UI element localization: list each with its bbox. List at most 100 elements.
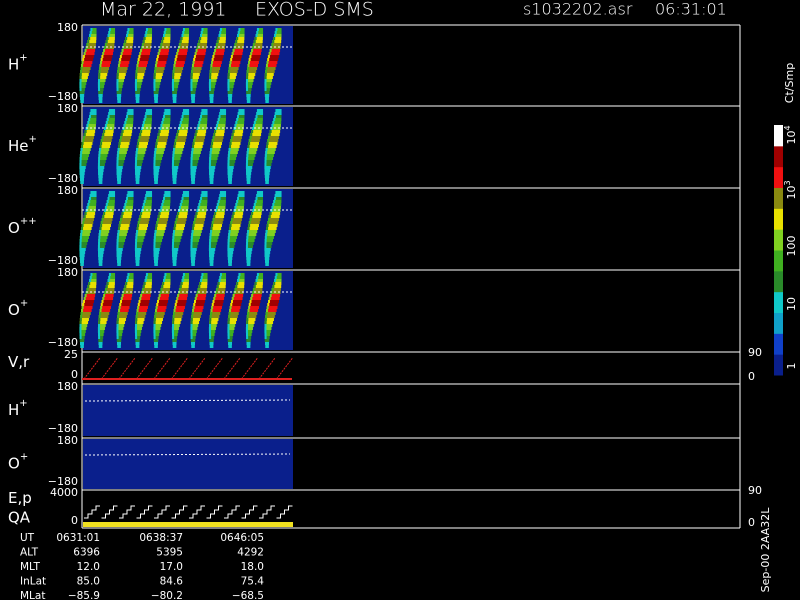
spectrogram-cell [209,336,212,339]
spectrogram-cell [267,300,279,303]
spectrogram-cell [229,142,232,145]
spectrogram-cell [97,251,104,254]
spectrogram-cell [116,166,123,169]
spectrogram-cell [97,166,105,169]
spectrogram-cell [208,330,211,333]
spectrogram-cell [90,28,97,31]
spectrogram-cell [141,43,152,46]
spectrogram-cell [247,309,250,312]
spectrogram-cell [172,324,180,327]
spectrogram-cell [181,197,184,200]
spectrogram-cell [172,321,175,324]
spectrogram-cell [228,148,231,151]
spectrogram-cell [154,67,157,70]
spectrogram-cell [138,218,150,221]
spectrogram-cell [246,73,256,76]
spectrogram-cell [141,124,152,127]
spectrogram-cell [264,88,267,91]
spectrogram-cell [99,145,102,148]
spectrogram-cell [163,112,171,115]
spectrogram-cell [160,124,163,127]
spectrogram-cell [253,40,256,43]
spectrogram-cell [237,115,240,118]
spectrogram-cell [235,285,245,288]
spectrogram-cell [81,224,93,227]
spectrogram-cell [97,245,100,248]
spectrogram-cell [272,285,282,288]
y-tick-label: 180 [57,266,78,279]
spectrogram-cell [84,212,87,215]
spectrogram-cell [190,163,193,166]
spectrogram-cell [190,79,199,82]
spectrogram-cell [139,215,142,218]
spectrogram-cell [103,49,114,52]
spectrogram-cell [158,212,161,215]
spectrogram-cell [107,197,110,200]
spectrogram-cell [210,230,221,233]
spectrogram-cell [126,279,134,282]
spectrogram-cell [135,236,138,239]
spectrogram-cell [209,181,214,184]
spectrogram-cell [102,297,105,300]
spectrogram-cell [100,221,103,224]
spectrogram-cell [190,321,193,324]
spectrogram-cell [117,64,129,67]
panel-label: E,p [8,489,32,507]
spectrogram-cell [199,118,202,121]
spectrogram-cell [126,197,129,200]
spectrogram-cell [251,49,262,52]
spectrogram-cell [108,112,116,115]
spectrogram-cell [229,224,232,227]
spectrogram-cell [237,279,245,282]
spectrogram-cell [251,46,254,49]
spectrogram-cell [116,342,122,345]
y-tick-label: 4000 [50,486,78,499]
spectrogram-cell [214,49,217,52]
spectrogram-cell [171,333,178,336]
spectrogram-cell [246,94,251,97]
spectrogram-cell [173,145,185,148]
spectrogram-cell [231,133,234,136]
spectrogram-cell [237,34,245,37]
spectrogram-cell [248,221,260,224]
panel-label-sup: ++ [20,216,37,227]
spectrogram-cell [197,288,200,291]
spectrogram-cell [83,52,86,55]
energy-step [276,505,293,519]
spectrogram-cell [108,112,111,115]
spectrogram-cell [153,85,160,88]
footer-value: 85.0 [77,576,100,588]
spectrogram-cell [264,172,270,175]
spectrogram-cell [227,245,235,248]
panel-label-text: V,r [8,353,30,371]
spectrogram-cell [264,251,267,254]
spectrogram-cell [141,288,144,291]
spectrogram-cell [157,215,160,218]
spectrogram-cell [267,303,270,306]
spectrogram-cell [172,172,175,175]
footer-value: 0646:05 [220,532,264,544]
spectrogram-cell [231,215,243,218]
spectrogram-cell [275,191,282,194]
spectrogram-cell [227,251,230,254]
spectrogram-cell [104,209,107,212]
spectrogram-cell [160,43,170,46]
spectrogram-cell [171,79,180,82]
spectrogram-cell [163,31,171,34]
spectrogram-cell [135,178,140,181]
spectrogram-cell [172,242,180,245]
spectrogram-cell [153,248,156,251]
spectrogram-cell [190,154,200,157]
spectrogram-cell [135,242,143,245]
spectrogram-cell [117,70,120,73]
spectrogram-cell [265,100,269,103]
spectrogram-cell [228,315,231,318]
spectrogram-cell [173,312,184,315]
spectrogram-cell [171,82,174,85]
spectrogram-cell [140,212,143,215]
spectrogram-cell [89,194,97,197]
spectrogram-cell [136,145,148,148]
spectrogram-cell [139,133,151,136]
spectrogram-cell [100,61,111,64]
spectrogram-cell [250,52,262,55]
